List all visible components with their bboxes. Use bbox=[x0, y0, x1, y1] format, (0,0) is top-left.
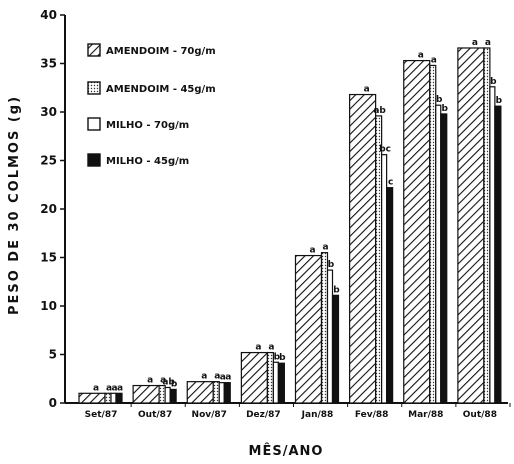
legend-label: MILHO - 45g/m bbox=[106, 156, 189, 167]
y-tick-label: 15 bbox=[40, 251, 57, 265]
bar-3-out-87 bbox=[164, 386, 171, 404]
y-tick-label: 20 bbox=[40, 202, 57, 216]
y-tick-label: 30 bbox=[40, 105, 57, 119]
bar-4-set-87 bbox=[115, 392, 123, 404]
significance-label: a bbox=[309, 246, 315, 256]
significance-label: ab bbox=[373, 106, 386, 116]
significance-label: a bbox=[220, 373, 226, 383]
bar-1-set-87 bbox=[78, 392, 106, 404]
legend-label: MILHO - 70g/m bbox=[106, 120, 189, 131]
y-tick-label: 10 bbox=[40, 299, 57, 313]
axes: 0 5 10 15 20 25 30 35 40 Set/87 Out/87 Nov/87 Dez/87… bbox=[40, 8, 511, 420]
x-tick-label: Mar/88 bbox=[408, 410, 443, 420]
significance-label: a bbox=[472, 38, 478, 48]
bar-2-jan-88 bbox=[320, 252, 329, 404]
bar-4-dez-87 bbox=[277, 362, 285, 404]
bar-1-mar-88 bbox=[403, 59, 431, 404]
bar-3-out-88 bbox=[489, 86, 496, 404]
legend: AMENDOIM - 70g/m AMENDOIM - 45g/m MILHO - … bbox=[87, 43, 216, 167]
bar-2-out-88 bbox=[483, 47, 491, 404]
significance-label: a bbox=[225, 373, 231, 383]
bar-1-out-88 bbox=[457, 47, 485, 404]
significance-label: a bbox=[431, 55, 437, 65]
significance-label: b bbox=[279, 353, 286, 363]
significance-label: b bbox=[171, 379, 178, 389]
bar-3-dez-87 bbox=[272, 361, 279, 404]
y-tick-label: 0 bbox=[49, 396, 57, 410]
significance-label: b bbox=[490, 77, 497, 87]
significance-label: a bbox=[364, 85, 370, 95]
bar-2-nov-87 bbox=[212, 381, 220, 404]
bar-1-fev-88 bbox=[349, 93, 377, 404]
bar-4-fev-88 bbox=[386, 187, 394, 404]
bars bbox=[78, 47, 502, 404]
bar-2-set-87 bbox=[104, 392, 112, 404]
bar-4-out-88 bbox=[494, 105, 502, 404]
significance-label: ab bbox=[162, 377, 175, 387]
legend-swatch bbox=[87, 43, 101, 57]
significance-label: a bbox=[322, 243, 328, 253]
significance-label: b bbox=[328, 260, 335, 270]
significance-label: b bbox=[436, 95, 443, 105]
significance-label: a bbox=[111, 383, 117, 393]
significance-label: b bbox=[496, 96, 503, 106]
bar-2-mar-88 bbox=[429, 64, 437, 404]
bar-1-jan-88 bbox=[294, 254, 323, 404]
significance-label: a bbox=[201, 372, 207, 382]
bar-4-nov-87 bbox=[223, 382, 231, 404]
significance-label: a bbox=[117, 383, 123, 393]
bar-2-dez-87 bbox=[266, 351, 274, 404]
significance-label: b bbox=[274, 352, 281, 362]
bar-4-jan-88 bbox=[331, 294, 340, 404]
bar-3-fev-88 bbox=[381, 154, 388, 404]
x-tick-label: Fev/88 bbox=[355, 410, 389, 420]
significance-label: bc bbox=[379, 145, 391, 155]
x-tick-label: Out/87 bbox=[138, 410, 172, 420]
bar-1-out-87 bbox=[132, 384, 160, 404]
bar-3-nov-87 bbox=[218, 382, 225, 404]
bar-1-dez-87 bbox=[240, 351, 268, 404]
y-tick-label: 5 bbox=[49, 348, 57, 362]
y-tick-label: 25 bbox=[40, 154, 57, 168]
x-tick-label: Jan/88 bbox=[301, 410, 334, 420]
y-tick-label: 35 bbox=[40, 57, 57, 71]
x-axis-title: MÊS/ANO bbox=[249, 443, 324, 459]
bar-2-out-87 bbox=[158, 384, 166, 404]
legend-label: AMENDOIM - 70g/m bbox=[106, 46, 216, 57]
y-tick-label: 40 bbox=[40, 8, 57, 22]
significance-label: a bbox=[485, 38, 491, 48]
x-tick-label: Set/87 bbox=[85, 410, 118, 420]
bar-3-jan-88 bbox=[326, 269, 334, 404]
bar-3-set-87 bbox=[110, 392, 117, 404]
legend-swatch bbox=[87, 153, 101, 167]
significance-label: a bbox=[93, 383, 99, 393]
significance-label: a bbox=[418, 51, 424, 61]
bar-4-out-87 bbox=[169, 388, 177, 404]
significance-label: a bbox=[160, 376, 166, 386]
significance-label: a bbox=[106, 383, 112, 393]
significance-label: a bbox=[268, 343, 274, 353]
x-tick-label: Dez/87 bbox=[246, 410, 281, 420]
significance-label: a bbox=[214, 372, 220, 382]
y-axis-title: PESO DE 30 COLMOS (g) bbox=[7, 95, 22, 315]
significance-label: c bbox=[388, 178, 393, 188]
legend-label: AMENDOIM - 45g/m bbox=[106, 84, 216, 95]
bar-2-fev-88 bbox=[375, 115, 383, 404]
bar-3-mar-88 bbox=[435, 104, 442, 404]
significance-label: a bbox=[255, 343, 261, 353]
bar-4-mar-88 bbox=[440, 113, 448, 404]
legend-swatch bbox=[87, 117, 101, 131]
bar-1-nov-87 bbox=[186, 381, 214, 404]
x-tick-label: Out/88 bbox=[463, 410, 497, 420]
significance-label: a bbox=[147, 376, 153, 386]
significance-label: b bbox=[442, 104, 449, 114]
legend-swatch bbox=[87, 81, 101, 95]
x-tick-label: Nov/87 bbox=[192, 410, 227, 420]
significance-label: b bbox=[333, 285, 340, 295]
